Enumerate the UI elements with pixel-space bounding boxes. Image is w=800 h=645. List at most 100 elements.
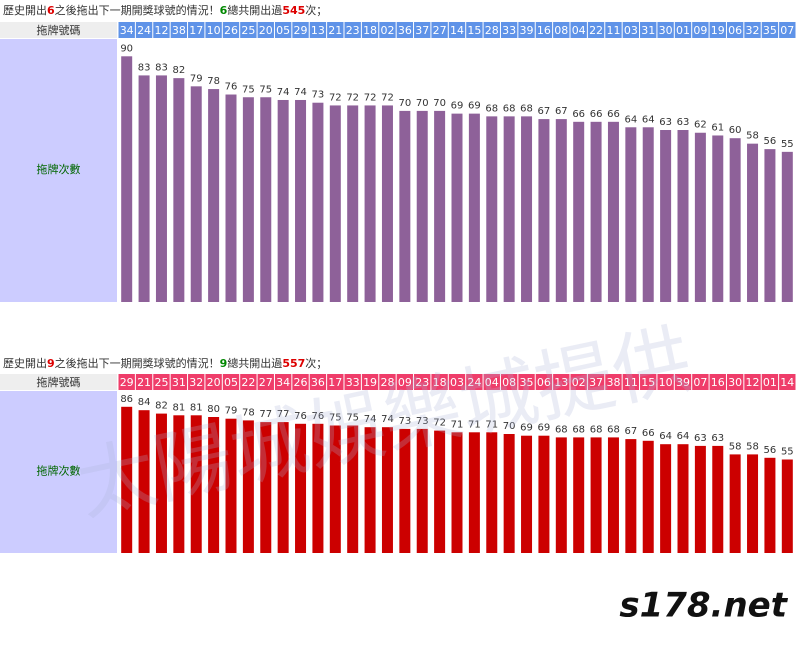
header-cell — [135, 374, 153, 390]
category-label: 17 — [328, 376, 342, 389]
bar — [607, 437, 619, 553]
header-cell — [657, 22, 674, 38]
row-label-cell — [0, 374, 117, 390]
category-label: 04 — [485, 376, 499, 389]
category-label: 09 — [693, 24, 707, 37]
header-cell — [726, 22, 744, 38]
header-cell — [448, 22, 466, 38]
value-label: 64 — [642, 114, 655, 125]
bar — [694, 132, 706, 302]
header-cell — [153, 22, 170, 38]
category-label: 30 — [659, 24, 673, 37]
value-label: 70 — [503, 421, 516, 432]
header-cell — [414, 374, 431, 390]
bar — [781, 151, 793, 302]
bar — [138, 410, 150, 553]
bar — [468, 113, 480, 302]
header-cell — [744, 22, 761, 38]
bar — [625, 127, 637, 302]
category-label: 08 — [554, 24, 568, 37]
value-label: 73 — [312, 90, 325, 101]
panel-title: 歷史開出6之後拖出下一期開獎球號的情況！6總共開出過545次； — [3, 3, 327, 17]
value-label: 69 — [451, 101, 464, 112]
value-label: 72 — [433, 418, 446, 429]
bar — [503, 116, 515, 302]
value-label: 73 — [416, 416, 429, 427]
header-cell — [535, 22, 553, 38]
category-label: 26 — [224, 24, 238, 37]
value-label: 80 — [207, 404, 220, 415]
bar — [451, 432, 463, 553]
value-label: 76 — [294, 411, 307, 422]
value-label: 68 — [520, 103, 533, 114]
header-cell — [622, 22, 640, 38]
value-label: 68 — [590, 424, 603, 435]
bar — [173, 78, 185, 302]
value-label: 74 — [381, 414, 394, 425]
bar — [729, 138, 741, 302]
bar — [190, 415, 202, 553]
category-label: 01 — [676, 24, 690, 37]
value-label: 72 — [346, 92, 359, 103]
category-label: 37 — [589, 376, 603, 389]
bar — [781, 459, 793, 553]
category-label: 02 — [572, 376, 586, 389]
value-label: 66 — [590, 109, 603, 120]
header-cell — [240, 22, 257, 38]
value-label: 72 — [381, 92, 394, 103]
header-cell — [587, 374, 605, 390]
category-label: 21 — [137, 376, 151, 389]
bar — [329, 425, 341, 553]
bar — [486, 116, 498, 302]
header-cell — [605, 374, 622, 390]
value-label: 56 — [764, 136, 777, 147]
value-label: 69 — [468, 101, 481, 112]
header-cell — [327, 22, 344, 38]
bar — [399, 110, 411, 303]
header-cell — [466, 22, 483, 38]
header-cell — [518, 22, 535, 38]
bar — [642, 127, 654, 302]
bar — [381, 105, 393, 302]
category-label: 07 — [693, 376, 707, 389]
category-label: 13 — [554, 376, 568, 389]
header-cell — [431, 374, 448, 390]
header-cell — [483, 22, 500, 38]
bar — [434, 430, 446, 553]
bar — [538, 435, 550, 553]
value-label: 67 — [555, 106, 568, 117]
header-cell — [744, 374, 761, 390]
header-cell — [779, 374, 796, 390]
category-label: 14 — [450, 24, 464, 37]
header-cell — [361, 22, 379, 38]
header-cell — [761, 22, 779, 38]
bar — [694, 445, 706, 553]
category-label: 10 — [207, 24, 221, 37]
value-label: 82 — [155, 401, 168, 412]
value-label: 79 — [225, 406, 238, 417]
bar — [486, 432, 498, 553]
bar — [712, 135, 724, 302]
bar — [573, 121, 585, 302]
category-label: 32 — [746, 24, 760, 37]
value-label: 76 — [225, 82, 238, 93]
header-cell — [292, 374, 309, 390]
value-label: 83 — [155, 62, 168, 73]
bar — [138, 75, 150, 302]
category-label: 34 — [276, 376, 290, 389]
category-label: 33 — [346, 376, 360, 389]
category-label: 27 — [433, 24, 447, 37]
category-label: 21 — [328, 24, 342, 37]
category-label: 38 — [606, 376, 620, 389]
category-label: 09 — [398, 376, 412, 389]
bar — [155, 75, 167, 302]
value-label: 75 — [242, 84, 255, 95]
bar — [747, 143, 759, 302]
category-label: 37 — [415, 24, 429, 37]
value-label: 75 — [259, 84, 272, 95]
header-cell — [257, 22, 274, 38]
header-cell — [622, 374, 640, 390]
category-label: 26 — [294, 376, 308, 389]
bar — [260, 97, 272, 302]
category-label: 19 — [711, 24, 725, 37]
